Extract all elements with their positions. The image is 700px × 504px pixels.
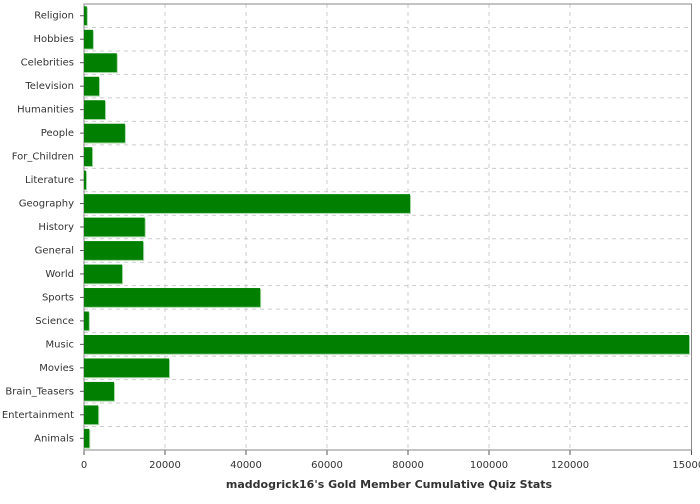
bar: [84, 123, 125, 143]
bar: [84, 100, 106, 120]
bar: [84, 76, 99, 96]
y-tick-label: People: [41, 128, 74, 139]
y-tick-label: Entertainment: [2, 410, 74, 421]
x-tick-label: 100000: [470, 460, 508, 471]
y-tick-label: Religion: [34, 11, 74, 22]
y-tick-label: Geography: [19, 199, 74, 210]
x-tick-label: 0: [81, 460, 87, 471]
y-tick-label: Humanities: [17, 105, 74, 116]
bar: [84, 170, 87, 190]
bar: [84, 147, 93, 166]
y-tick-label: Hobbies: [34, 34, 74, 45]
bar: [84, 381, 114, 401]
bar: [84, 358, 170, 378]
bar: [84, 405, 99, 425]
bar: [84, 194, 411, 213]
plot-frame: [83, 3, 692, 451]
y-tick-label: World: [45, 269, 74, 280]
y-tick-label: For_Children: [12, 152, 74, 163]
y-tick-label: Literature: [25, 175, 74, 186]
y-tick-label: Music: [46, 339, 74, 350]
y-tick-label: General: [35, 245, 74, 256]
y-tick-label: Television: [24, 81, 74, 92]
bar: [84, 311, 89, 331]
x-tick-label: 40000: [230, 460, 262, 471]
y-tick-label: Celebrities: [21, 58, 74, 69]
y-tick-label: Sports: [42, 292, 74, 303]
y-tick-label: Science: [35, 316, 74, 327]
bar: [84, 334, 690, 354]
bar: [84, 217, 145, 237]
x-tick-label: 60000: [311, 460, 343, 471]
bar: [84, 241, 144, 260]
x-tick-label: 120000: [551, 460, 589, 471]
x-tick-label: 150000: [672, 460, 700, 471]
bar: [84, 288, 261, 307]
y-tick-label: Animals: [34, 433, 74, 444]
y-tick-label: Movies: [39, 363, 74, 374]
x-tick-label: 20000: [149, 460, 181, 471]
bar: [84, 29, 93, 49]
bar: [84, 264, 123, 284]
chart-title: maddogrick16's Gold Member Cumulative Qu…: [226, 478, 553, 491]
y-tick-label: Brain_Teasers: [5, 386, 74, 397]
bar: [84, 428, 90, 448]
x-tick-label: 80000: [392, 460, 424, 471]
bar: [84, 53, 117, 73]
bar: [84, 6, 87, 26]
y-tick-label: History: [38, 222, 74, 233]
